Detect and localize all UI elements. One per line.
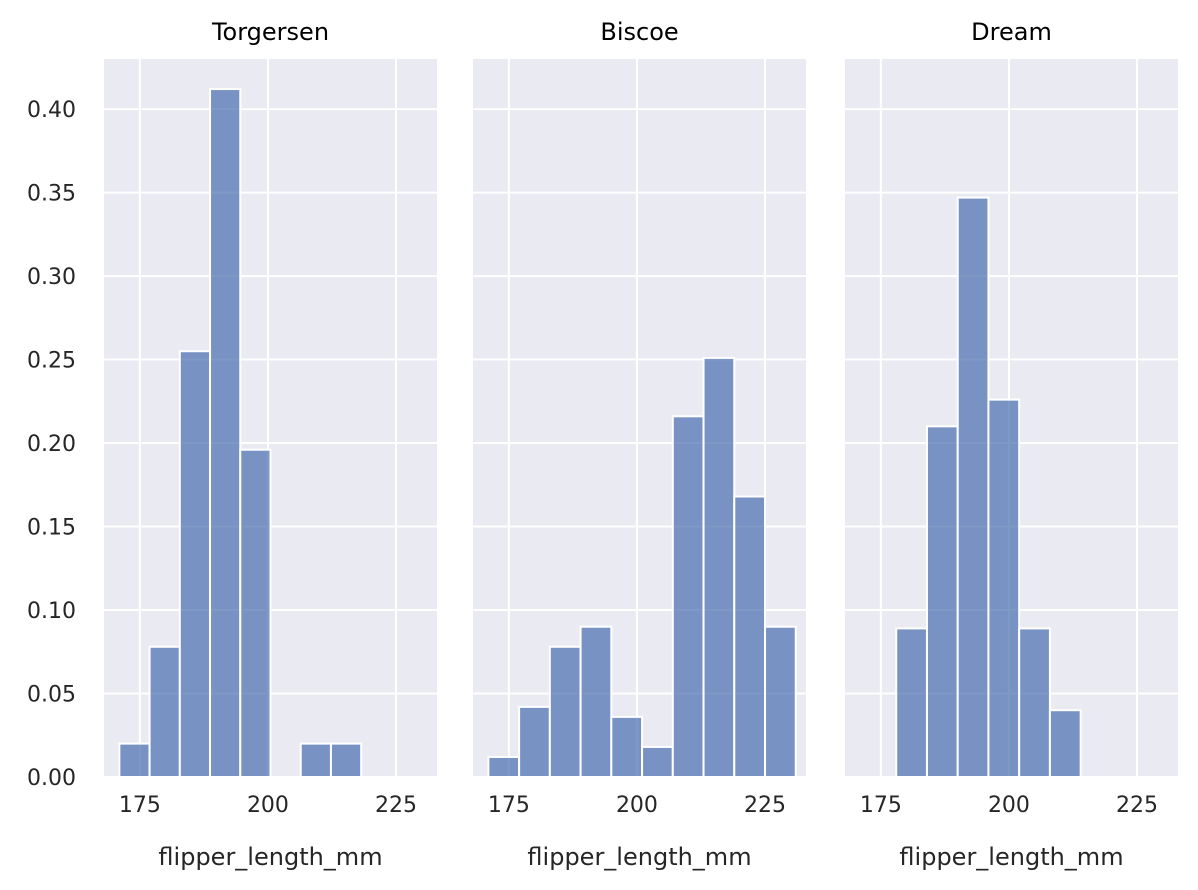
histogram-bar (895, 627, 928, 778)
histogram-bar (987, 398, 1021, 778)
histogram-bar (702, 356, 736, 778)
y-tick-label: 0.00 (27, 766, 76, 791)
histogram-bar (610, 715, 644, 778)
histogram-bar (956, 196, 990, 778)
histogram-bar (178, 350, 212, 778)
x-tick-label: 175 (860, 793, 902, 818)
x-tick-label: 200 (247, 793, 289, 818)
histogram-bar (148, 645, 181, 778)
x-tick-label: 175 (119, 793, 161, 818)
histogram-bar (1018, 627, 1051, 778)
histogram-bar (299, 742, 332, 779)
histogram-bar (1048, 709, 1082, 778)
histogram-bar (209, 88, 242, 779)
x-tick-label: 175 (488, 793, 530, 818)
histogram-bar (329, 742, 363, 779)
y-tick-label: 0.10 (27, 599, 76, 624)
panel-biscoe: 175 200 225 Biscoe flipper_length_mm (473, 18, 806, 871)
histogram-bar (239, 448, 272, 778)
y-tick-label: 0.05 (27, 683, 76, 708)
x-axis-label: flipper_length_mm (158, 843, 382, 871)
panel-title: Biscoe (600, 18, 678, 46)
panel-title: Dream (971, 18, 1052, 46)
y-tick-label: 0.25 (27, 349, 76, 374)
panel-dream: 175 200 225 Dream flipper_length_mm (845, 18, 1178, 871)
y-tick-label: 0.20 (27, 432, 76, 457)
histogram-bar (118, 742, 151, 779)
panel-torgersen: 175 200 225 0.00 0.05 0.10 0.15 0.20 0.25 0.30 0.3… (27, 18, 437, 871)
histogram-bar (641, 745, 674, 779)
x-tick-label: 225 (1116, 793, 1158, 818)
x-axis-label: flipper_length_mm (899, 843, 1123, 871)
y-tick-label: 0.30 (27, 265, 76, 290)
y-tick-label: 0.40 (27, 98, 76, 123)
histogram-bar (487, 755, 521, 778)
histogram-bar (518, 705, 551, 778)
y-tick-label: 0.15 (27, 516, 76, 541)
x-axis-label: flipper_length_mm (527, 843, 751, 871)
x-tick-label: 225 (744, 793, 786, 818)
histogram-bar (764, 625, 797, 779)
panel-title: Torgersen (211, 18, 329, 46)
histogram-bar (579, 625, 613, 779)
x-tick-label: 200 (616, 793, 658, 818)
x-tick-label: 225 (375, 793, 417, 818)
histogram-bar (733, 495, 767, 778)
y-tick-label: 0.35 (27, 182, 76, 207)
x-tick-label: 200 (988, 793, 1030, 818)
histogram-bar (671, 415, 705, 778)
histogram-bar (548, 645, 582, 778)
histogram-bar (925, 425, 959, 778)
